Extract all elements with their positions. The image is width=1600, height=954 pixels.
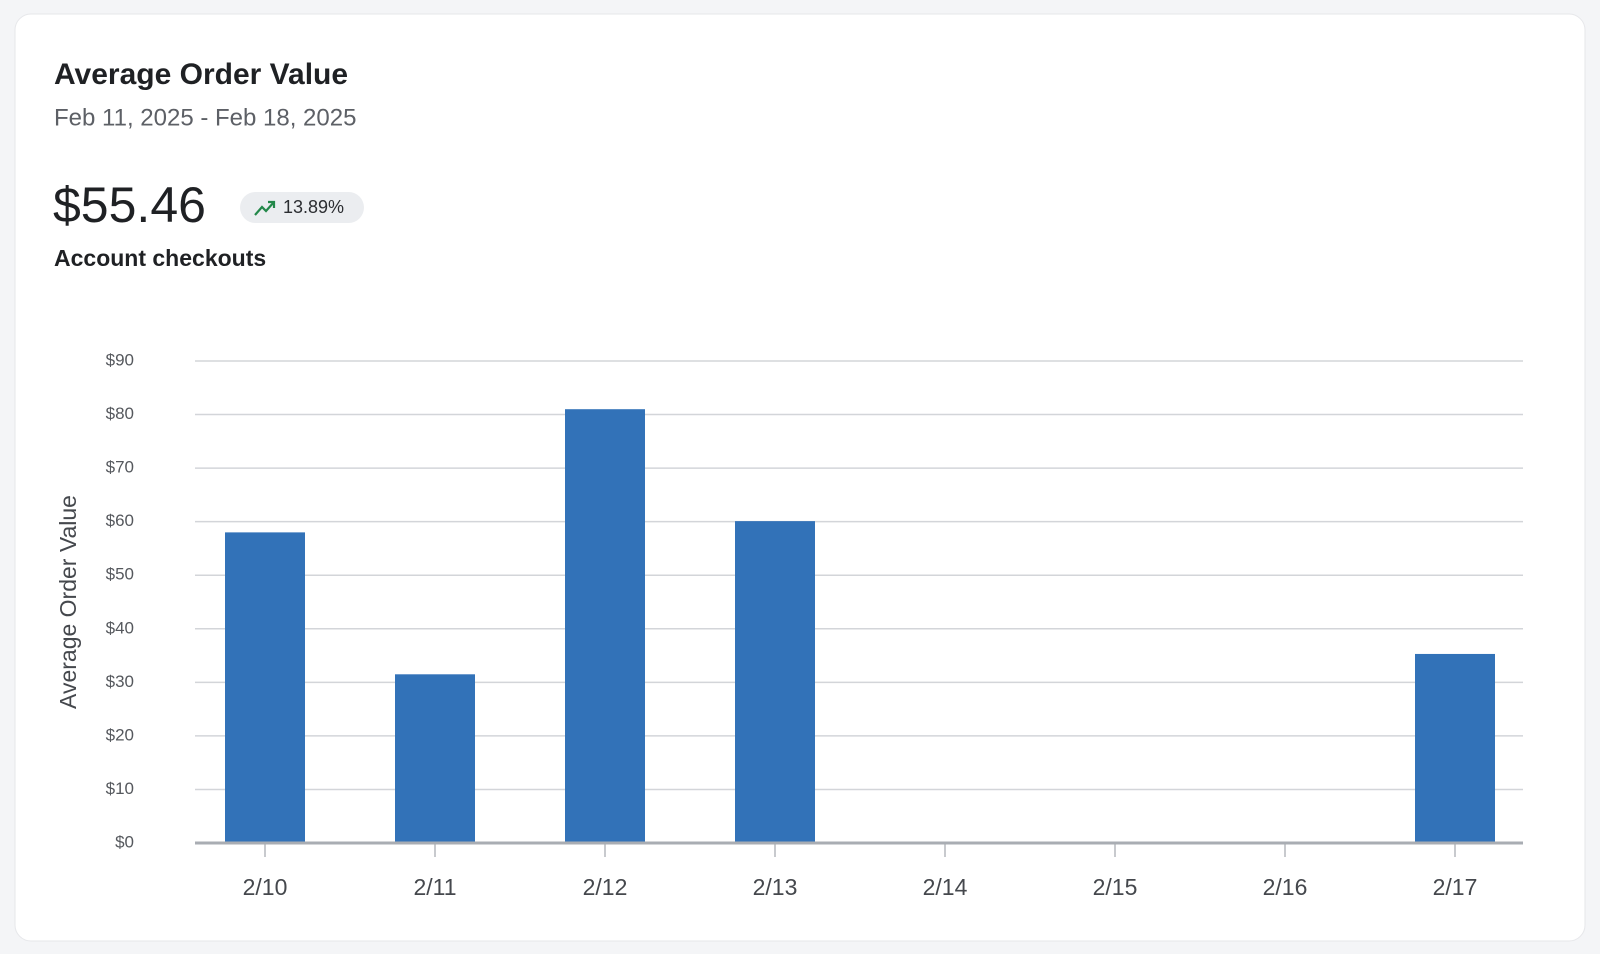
change-badge xyxy=(240,192,364,223)
y-tick-label: $20 xyxy=(106,725,134,744)
x-tick-label: 2/11 xyxy=(413,874,456,900)
y-tick-label: $40 xyxy=(106,618,134,637)
x-tick-label: 2/12 xyxy=(583,874,628,900)
x-tick-label: 2/14 xyxy=(923,874,968,900)
y-tick-label: $30 xyxy=(106,672,134,691)
y-tick-label: $70 xyxy=(106,458,134,477)
y-tick-label: $90 xyxy=(106,350,134,369)
bar xyxy=(225,532,305,843)
kpi-label: Account checkouts xyxy=(54,245,266,271)
bar xyxy=(1415,653,1495,843)
x-tick-label: 2/17 xyxy=(1433,874,1478,900)
y-tick-label: $80 xyxy=(106,404,134,423)
trend-icon-arrow xyxy=(268,200,276,208)
bar xyxy=(395,674,475,843)
x-tick-label: 2/16 xyxy=(1263,874,1308,900)
chart-title: Average Order Value xyxy=(54,58,348,91)
bar xyxy=(735,521,815,843)
subtitle: Feb 11, 2025 - Feb 18, 2025 xyxy=(54,104,356,131)
y-tick-label: $0 xyxy=(115,832,134,851)
y-tick-label: $10 xyxy=(106,779,134,798)
y-tick-label: $50 xyxy=(106,565,134,584)
kpi-change: 13.89% xyxy=(283,197,344,217)
bar xyxy=(565,409,645,843)
x-tick-label: 2/15 xyxy=(1093,874,1138,900)
kpi-value: $55.46 xyxy=(53,177,206,233)
x-tick-label: 2/13 xyxy=(753,874,798,900)
y-axis-title: Average Order Value xyxy=(55,495,81,709)
y-tick-label: $60 xyxy=(106,511,134,530)
x-tick-label: 2/10 xyxy=(243,874,288,900)
trend-icon xyxy=(254,201,275,216)
